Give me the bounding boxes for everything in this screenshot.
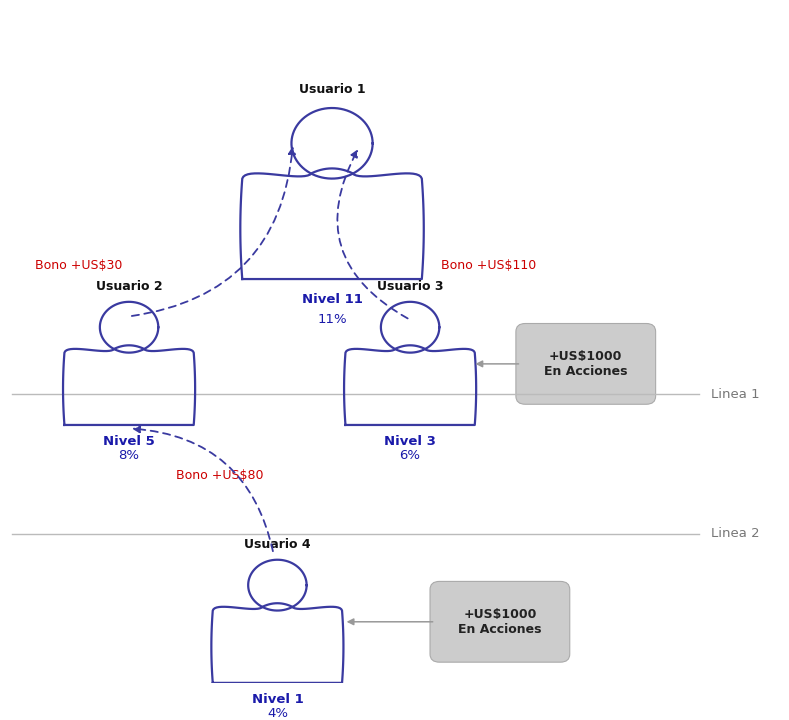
Text: Nivel 3: Nivel 3 xyxy=(384,435,436,448)
Text: Usuario 4: Usuario 4 xyxy=(244,538,311,551)
Text: Bono +US$30: Bono +US$30 xyxy=(36,259,123,272)
Text: Usuario 1: Usuario 1 xyxy=(299,83,365,96)
Text: Nivel 11: Nivel 11 xyxy=(301,292,362,305)
Text: Bono +US$80: Bono +US$80 xyxy=(176,469,264,482)
Text: Usuario 3: Usuario 3 xyxy=(377,280,443,293)
FancyBboxPatch shape xyxy=(430,582,570,662)
FancyBboxPatch shape xyxy=(516,323,656,404)
Text: 6%: 6% xyxy=(399,449,421,462)
Text: Usuario 2: Usuario 2 xyxy=(95,280,163,293)
Text: Bono +US$110: Bono +US$110 xyxy=(441,259,537,272)
Text: 8%: 8% xyxy=(118,449,140,462)
Text: Nivel 5: Nivel 5 xyxy=(103,435,155,448)
Text: Nivel 1: Nivel 1 xyxy=(252,693,303,706)
Text: 11%: 11% xyxy=(317,313,347,326)
Text: 4%: 4% xyxy=(267,707,288,720)
Text: +US$1000
En Acciones: +US$1000 En Acciones xyxy=(544,350,627,378)
Text: +US$1000
En Acciones: +US$1000 En Acciones xyxy=(458,608,541,636)
Text: Linea 2: Linea 2 xyxy=(711,527,759,540)
Text: Linea 1: Linea 1 xyxy=(711,388,759,401)
